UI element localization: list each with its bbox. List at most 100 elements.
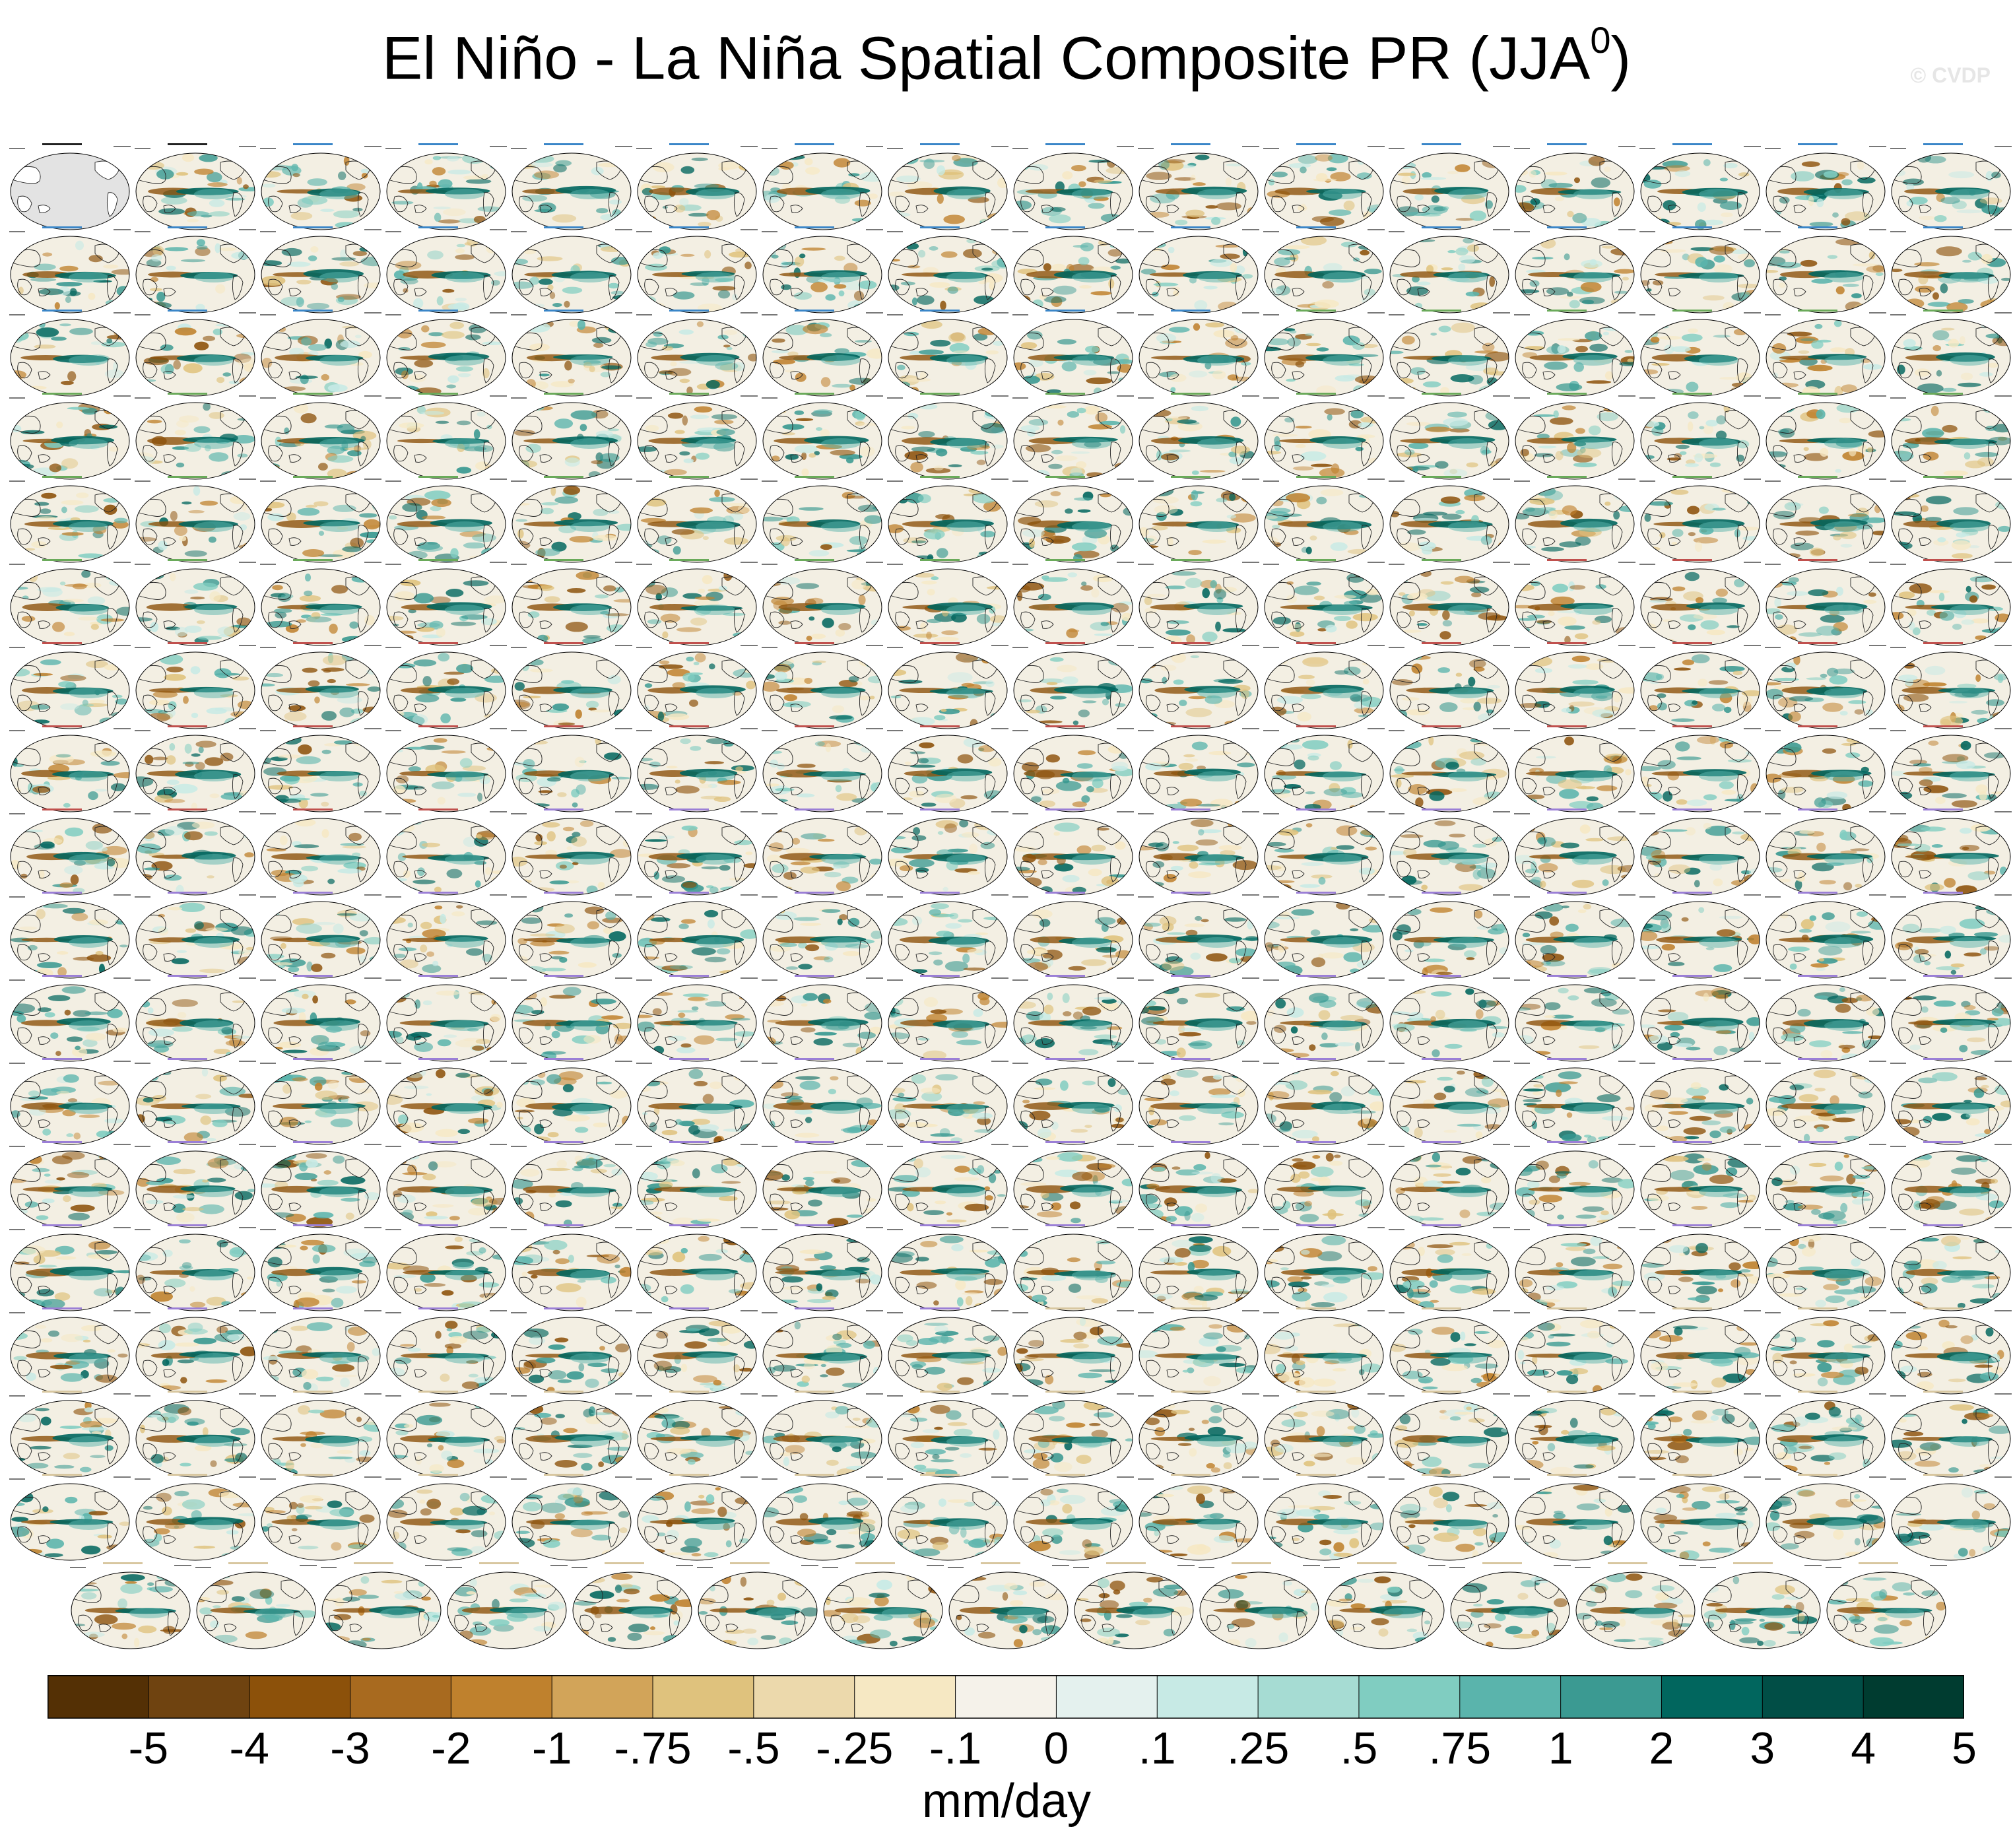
map-panel: [260, 141, 383, 234]
map-panel: [1263, 1056, 1386, 1148]
panel-title-mark: [1422, 143, 1461, 145]
panel-title-mark: [795, 226, 834, 228]
map-panel: [511, 474, 634, 566]
panel-title-mark: [669, 393, 709, 395]
map-panel: [9, 973, 132, 1065]
colorbar-swatch: [1863, 1675, 1964, 1719]
panel-title-mark: [1045, 476, 1085, 478]
panel-title-mark: [293, 808, 333, 810]
panel-title-mark: [1045, 1058, 1085, 1060]
map-panel: [260, 640, 383, 733]
panel-title-mark: [1672, 1474, 1712, 1476]
panel-title-mark: [1171, 725, 1210, 727]
map-panel: [1263, 141, 1386, 234]
map-panel: [1639, 141, 1762, 234]
map-panel: [1639, 474, 1762, 566]
map-panel: [1514, 1305, 1637, 1398]
panel-title-mark: [1296, 559, 1336, 561]
map-panel: [1765, 1139, 1888, 1232]
map-panel: [1263, 723, 1386, 816]
colorbar-tick-label: -.5: [727, 1723, 780, 1773]
panel-title-mark: [1923, 226, 1963, 228]
panel-title-mark: [418, 642, 458, 644]
panel-title-mark: [1422, 476, 1461, 478]
panel-title-mark: [42, 476, 82, 478]
map-panel: [762, 1222, 884, 1315]
colorbar-tick-label: .5: [1340, 1723, 1378, 1773]
map-panel: [9, 1472, 132, 1564]
panel-title-mark: [1547, 642, 1587, 644]
map-panel: [385, 308, 508, 400]
map-panel: [9, 640, 132, 733]
panel-title-mark: [1296, 1474, 1336, 1476]
panel-title-mark: [1171, 892, 1210, 894]
map-panel: [1639, 1472, 1762, 1564]
map-panel: [636, 1056, 759, 1148]
panel-title-mark: [168, 642, 207, 644]
panel-title-mark: [1923, 1224, 1963, 1226]
map-panel: [1263, 1139, 1386, 1232]
panel-title-mark: [42, 642, 82, 644]
panel-title-mark: [42, 226, 82, 228]
panel-title-mark: [1232, 1562, 1271, 1564]
panel-title-mark: [544, 725, 583, 727]
map-panel: [1514, 1472, 1637, 1564]
map-panel: [636, 557, 759, 649]
map-panel: [1138, 474, 1261, 566]
map-panel: [1514, 224, 1637, 317]
map-panel: [1890, 557, 2013, 649]
map-panel: [1138, 1389, 1261, 1481]
map-panel: [135, 1222, 257, 1315]
map-panel: [1890, 1139, 2013, 1232]
map-panel: [385, 890, 508, 982]
map-panel: [1826, 1560, 1948, 1653]
map-panel: [9, 224, 132, 317]
panel-title-mark: [920, 143, 960, 145]
panel-title-mark: [1672, 892, 1712, 894]
map-panel: [1263, 474, 1386, 566]
panel-title-mark: [1296, 226, 1336, 228]
panel-title-mark: [293, 476, 333, 478]
map-panel: [1263, 224, 1386, 317]
panel-title-mark: [418, 559, 458, 561]
map-panel: [762, 391, 884, 483]
map-panel: [385, 391, 508, 483]
panel-title-mark: [1672, 559, 1712, 561]
panel-title-mark: [418, 1224, 458, 1226]
map-panel: [1890, 474, 2013, 566]
panel-title-mark: [418, 1307, 458, 1309]
map-panel: [887, 224, 1010, 317]
map-panel: [1890, 1389, 2013, 1481]
map-panel: [636, 474, 759, 566]
panel-title-mark: [1923, 310, 1963, 312]
map-panel: [1514, 807, 1637, 899]
map-panel: [822, 1560, 945, 1653]
colorbar-tick-label: 3: [1750, 1723, 1775, 1773]
map-panel: [887, 1056, 1010, 1148]
map-panel: [135, 557, 257, 649]
panel-title-mark: [418, 1474, 458, 1476]
panel-title-mark: [168, 143, 207, 145]
panel-title-mark: [669, 808, 709, 810]
panel-title-mark: [1547, 1307, 1587, 1309]
panel-title-mark: [168, 1307, 207, 1309]
map-panel: [260, 1139, 383, 1232]
panel-title-mark: [1798, 808, 1837, 810]
panel-title-mark: [293, 642, 333, 644]
map-panel: [1012, 890, 1135, 982]
panel-title-mark: [1547, 975, 1587, 977]
panel-title-mark: [1547, 892, 1587, 894]
panel-title-mark: [293, 1224, 333, 1226]
panel-title-mark: [669, 1141, 709, 1143]
map-panel: [1012, 1389, 1135, 1481]
colorbar-tick-label: .75: [1428, 1723, 1492, 1773]
panel-title-mark: [418, 975, 458, 977]
panel-title-mark: [1422, 642, 1461, 644]
map-panel: [1890, 807, 2013, 899]
colorbar-tick-label: -.75: [614, 1723, 692, 1773]
map-panel: [887, 890, 1010, 982]
panel-title-mark: [1798, 1474, 1837, 1476]
map-panel: [1765, 308, 1888, 400]
map-panel: [1514, 973, 1637, 1065]
map-panel: [762, 807, 884, 899]
